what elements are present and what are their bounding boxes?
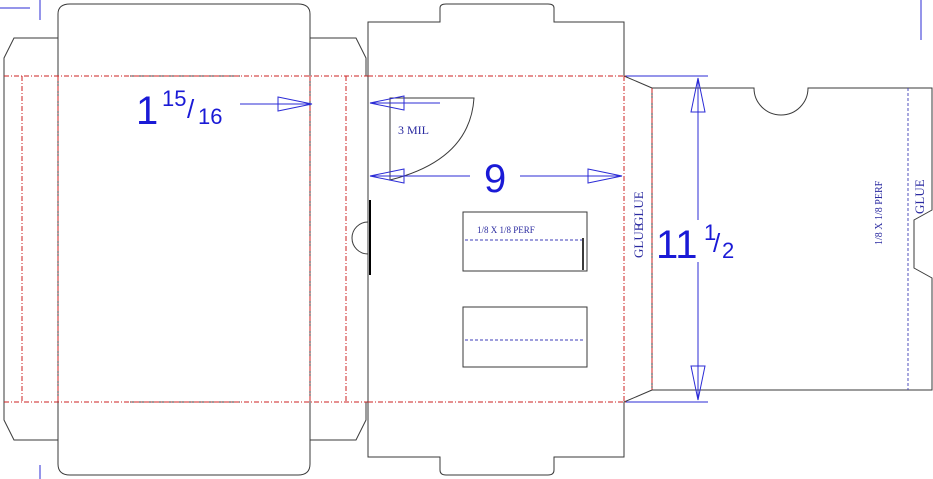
dim-length-value: 9 [484,157,506,201]
dim-height-whole: 11 [656,223,698,267]
glue-label-a: GLUE [631,223,646,258]
dim-flap-slash: / [187,94,195,124]
material-label: 3 MIL [398,123,429,137]
right-panel-outline [652,87,933,391]
perf-window-top [462,211,588,272]
dim-height-denominator: 2 [722,238,734,263]
dim-height-numerator: 1 [704,220,716,245]
dim-flap-numerator: 15 [162,86,186,111]
right-section [652,87,933,391]
dim-flap-denominator: 16 [198,104,222,129]
dimension-panel-height: 11 1 / 2 [626,75,734,403]
center-panel-outline [367,3,653,476]
left-inner-flap [310,37,367,441]
perf-label-right: 1/8 X 1/8 PERF [874,180,885,245]
dimension-window: 3 MIL [369,95,440,137]
left-section [3,3,368,476]
left-top-tuck-flap [57,3,311,38]
window-cutout [389,97,475,181]
center-section [351,3,653,476]
left-outer-flap [3,37,58,441]
dim-flap-whole: 1 [136,89,158,133]
perf-label: 1/8 X 1/8 PERF [477,225,535,235]
glue-label-right: GLUE [912,179,927,214]
dimension-flap-width: 1 15 / 16 [136,86,313,133]
glue-label-b: GLUE [631,191,646,226]
left-bottom-tuck-flap [57,440,311,476]
perf-window-bottom [462,306,588,368]
thumb-notch [351,221,369,255]
dimension-panel-length: 9 [369,157,623,201]
dim-height-slash: / [713,228,721,258]
